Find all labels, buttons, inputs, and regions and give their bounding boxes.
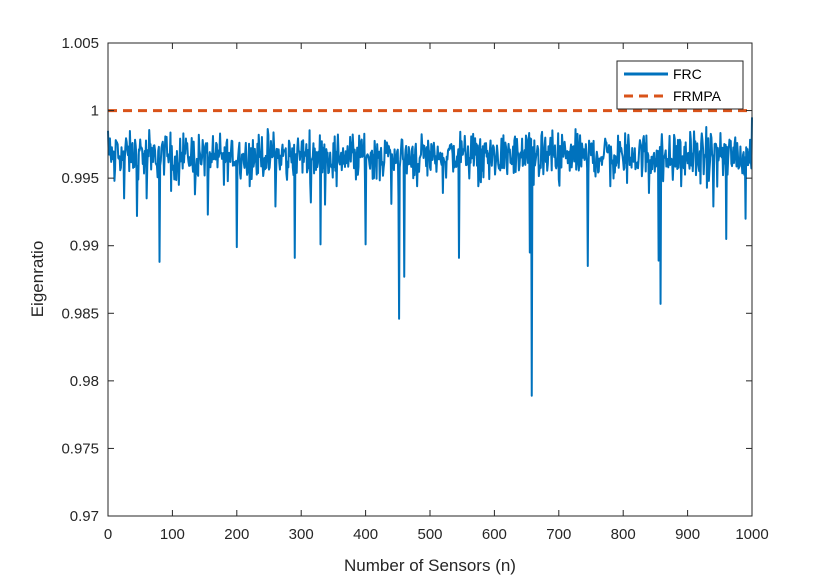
- x-tick-label: 100: [160, 526, 185, 543]
- x-tick-label: 400: [353, 526, 378, 543]
- x-tick-label: 200: [224, 526, 249, 543]
- series-layer: [107, 109, 753, 397]
- plot-area: [108, 43, 752, 516]
- legend-box: [616, 60, 744, 110]
- y-tick-label: 0.99: [70, 238, 99, 255]
- x-tick-label: 1000: [735, 526, 768, 543]
- y-tick-label: 0.97: [70, 508, 99, 525]
- ticks-layer: 0 100 200 300 400 500 600 700 800 900 1000 0.97 0.97…: [61, 35, 768, 543]
- x-tick-label: 300: [289, 526, 314, 543]
- x-tick-label: 800: [611, 526, 636, 543]
- y-tick-label: 1: [91, 103, 99, 120]
- y-tick-label: 0.985: [61, 305, 99, 322]
- series-line-frc: [107, 117, 753, 397]
- y-axis-title: Eigenratio: [28, 241, 47, 318]
- legend-label-frc: FRC: [673, 66, 702, 82]
- x-tick-label: 500: [417, 526, 442, 543]
- x-tick-label: 600: [482, 526, 507, 543]
- x-tick-label: 0: [104, 526, 112, 543]
- y-tick-label: 0.98: [70, 373, 99, 390]
- x-tick-label: 700: [546, 526, 571, 543]
- x-tick-label: 900: [675, 526, 700, 543]
- y-tick-label: 0.995: [61, 170, 99, 187]
- y-tick-label: 0.975: [61, 440, 99, 457]
- legend: FRC FRMPA: [616, 60, 744, 110]
- x-axis-title: Number of Sensors (n): [344, 556, 516, 575]
- y-tick-label: 1.005: [61, 35, 99, 52]
- plot-frame: [107, 42, 753, 517]
- legend-label-frmpa: FRMPA: [673, 88, 722, 104]
